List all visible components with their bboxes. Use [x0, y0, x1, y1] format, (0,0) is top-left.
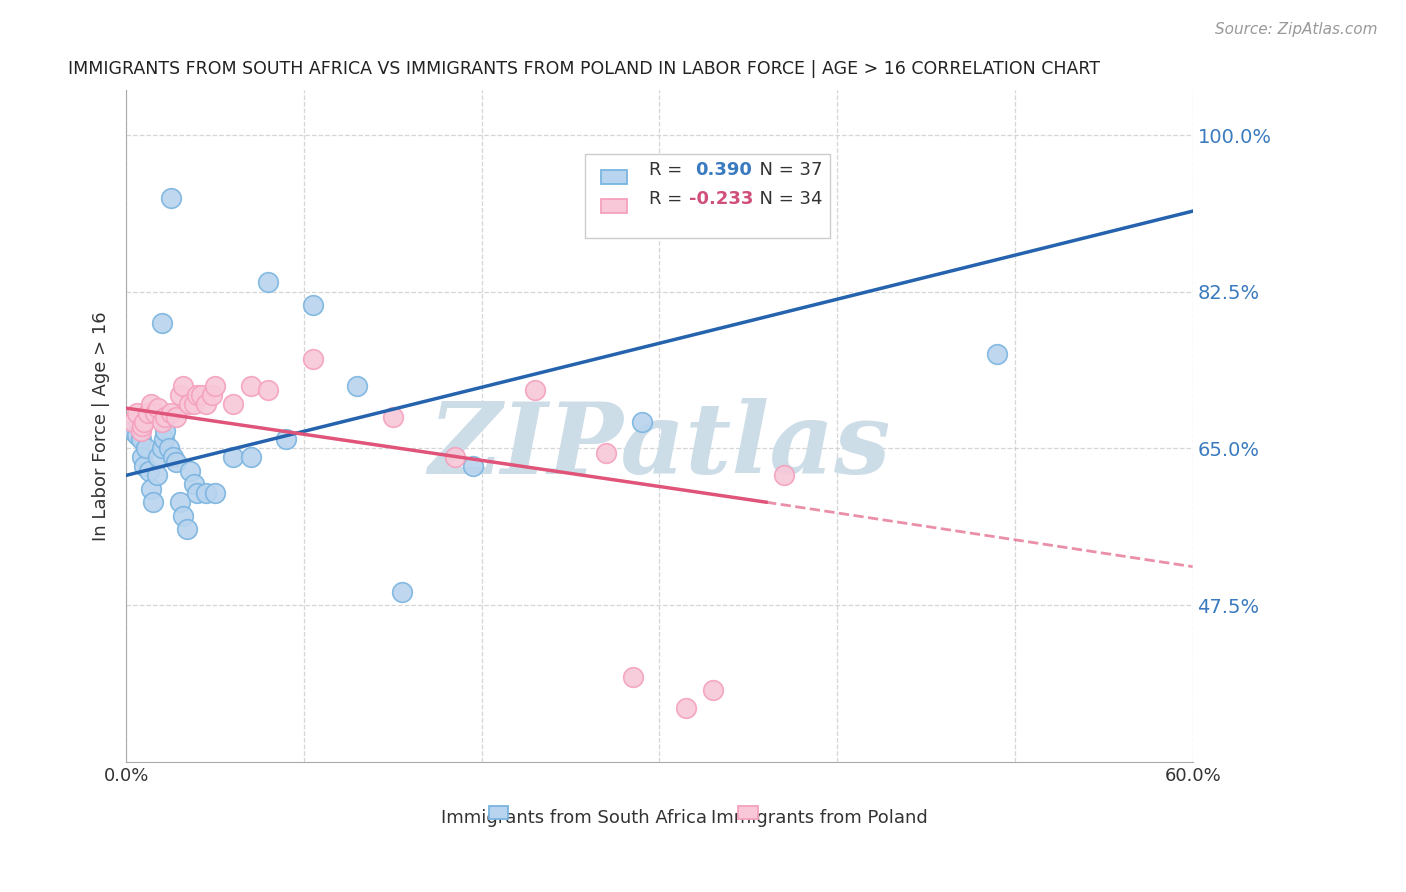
- Point: [169, 495, 191, 509]
- Point: [155, 410, 177, 425]
- Point: [135, 442, 157, 456]
- Point: [162, 450, 184, 465]
- Text: Source: ZipAtlas.com: Source: ZipAtlas.com: [1215, 22, 1378, 37]
- Point: [145, 468, 167, 483]
- Point: [302, 351, 325, 366]
- Point: [183, 397, 205, 411]
- Point: [195, 486, 218, 500]
- Point: [391, 584, 413, 599]
- Point: [131, 419, 153, 434]
- Point: [222, 397, 245, 411]
- Point: [239, 378, 262, 392]
- Point: [302, 298, 325, 312]
- Text: IMMIGRANTS FROM SOUTH AFRICA VS IMMIGRANTS FROM POLAND IN LABOR FORCE | AGE > 16: IMMIGRANTS FROM SOUTH AFRICA VS IMMIGRAN…: [67, 60, 1099, 78]
- Point: [125, 428, 148, 442]
- Point: [159, 406, 181, 420]
- Point: [165, 455, 187, 469]
- Text: N = 34: N = 34: [748, 190, 823, 208]
- Point: [143, 406, 166, 420]
- Point: [204, 378, 226, 392]
- Point: [222, 450, 245, 465]
- Text: Immigrants from South Africa: Immigrants from South Africa: [441, 809, 707, 827]
- Point: [257, 275, 280, 289]
- Point: [159, 191, 181, 205]
- Text: N = 37: N = 37: [748, 161, 823, 179]
- Text: 0.390: 0.390: [695, 161, 752, 179]
- Point: [155, 424, 177, 438]
- Point: [675, 701, 697, 715]
- Point: [986, 347, 1008, 361]
- Point: [444, 450, 467, 465]
- Text: Immigrants from Poland: Immigrants from Poland: [711, 809, 928, 827]
- Point: [190, 388, 212, 402]
- Point: [176, 522, 198, 536]
- Point: [169, 388, 191, 402]
- Point: [129, 424, 152, 438]
- Point: [129, 433, 152, 447]
- Text: R =: R =: [648, 190, 688, 208]
- Point: [136, 406, 159, 420]
- Point: [630, 415, 652, 429]
- Point: [346, 378, 368, 392]
- Point: [150, 415, 173, 429]
- Point: [177, 397, 200, 411]
- Point: [172, 508, 194, 523]
- Point: [183, 477, 205, 491]
- Point: [150, 316, 173, 330]
- Point: [381, 410, 404, 425]
- FancyBboxPatch shape: [738, 805, 758, 819]
- FancyBboxPatch shape: [585, 154, 830, 238]
- Y-axis label: In Labor Force | Age > 16: In Labor Force | Age > 16: [93, 311, 110, 541]
- Point: [122, 424, 145, 438]
- Point: [148, 401, 170, 416]
- Point: [201, 388, 224, 402]
- Point: [125, 406, 148, 420]
- Point: [595, 446, 617, 460]
- Point: [186, 388, 208, 402]
- Point: [122, 415, 145, 429]
- Point: [152, 433, 174, 447]
- FancyBboxPatch shape: [489, 805, 508, 819]
- FancyBboxPatch shape: [600, 170, 627, 185]
- Point: [239, 450, 262, 465]
- Point: [773, 468, 796, 483]
- Point: [524, 383, 547, 397]
- Text: ZIPatlas: ZIPatlas: [429, 398, 890, 494]
- Point: [195, 397, 218, 411]
- Text: -0.233: -0.233: [689, 190, 754, 208]
- Text: R =: R =: [648, 161, 688, 179]
- Point: [131, 450, 153, 465]
- Point: [138, 464, 160, 478]
- Point: [461, 459, 484, 474]
- Point: [172, 378, 194, 392]
- Point: [257, 383, 280, 397]
- Point: [204, 486, 226, 500]
- Point: [702, 683, 724, 698]
- Point: [132, 459, 155, 474]
- Point: [142, 495, 165, 509]
- Point: [150, 442, 173, 456]
- Point: [165, 410, 187, 425]
- Point: [179, 464, 201, 478]
- Point: [621, 670, 644, 684]
- Point: [132, 415, 155, 429]
- Point: [148, 450, 170, 465]
- Point: [186, 486, 208, 500]
- Point: [141, 482, 163, 496]
- Point: [141, 397, 163, 411]
- FancyBboxPatch shape: [600, 199, 627, 213]
- Point: [157, 442, 180, 456]
- Point: [276, 433, 298, 447]
